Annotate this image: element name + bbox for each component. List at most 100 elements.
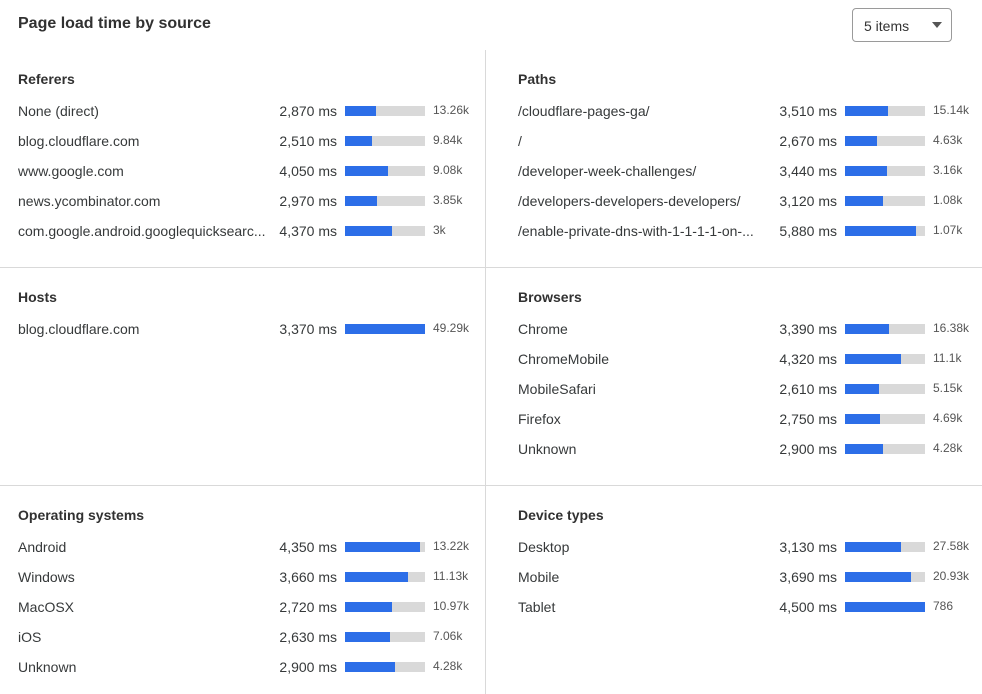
item-label: Firefox <box>518 411 561 427</box>
load-time-bar <box>845 324 925 334</box>
load-time-bar <box>845 542 925 552</box>
load-time-bar <box>845 354 925 364</box>
load-time-bar <box>845 196 925 206</box>
list-item[interactable]: www.google.com 4,050 ms 9.08k <box>18 163 485 193</box>
load-time-bar <box>345 602 425 612</box>
load-time-bar-fill <box>845 542 901 552</box>
load-time-bar <box>845 136 925 146</box>
item-label: MobileSafari <box>518 381 596 397</box>
request-count: 4.63k <box>933 133 963 147</box>
request-count: 10.97k <box>433 599 470 613</box>
load-time-bar-fill <box>845 354 901 364</box>
item-label: Unknown <box>18 659 77 675</box>
list-item[interactable]: None (direct) 2,870 ms 13.26k <box>18 103 485 133</box>
load-time-bar <box>345 542 425 552</box>
list-item[interactable]: iOS 2,630 ms 7.06k <box>18 629 485 659</box>
request-count: 13.22k <box>433 539 470 553</box>
load-time-bar-fill <box>345 136 373 146</box>
item-label: Desktop <box>518 539 570 555</box>
list-item[interactable]: blog.cloudflare.com 3,370 ms 49.29k <box>18 321 485 351</box>
list-item[interactable]: com.google.android.googlequicksearc... 4… <box>18 223 485 253</box>
list-item[interactable]: blog.cloudflare.com 2,510 ms 9.84k <box>18 133 485 163</box>
item-label: iOS <box>18 629 42 645</box>
load-time-bar-fill <box>345 226 393 236</box>
load-time: 3,370 ms <box>279 321 337 337</box>
request-count: 9.08k <box>433 163 463 177</box>
load-time-bar-fill <box>845 226 917 236</box>
load-time-bar <box>345 106 425 116</box>
list-item[interactable]: Tablet 4,500 ms 786 <box>518 599 982 629</box>
list-item[interactable]: /developer-week-challenges/ 3,440 ms 3.1… <box>518 163 982 193</box>
list-item[interactable]: /cloudflare-pages-ga/ 3,510 ms 15.14k <box>518 103 982 133</box>
load-time-bar-fill <box>345 196 377 206</box>
load-time: 3,390 ms <box>779 321 837 337</box>
item-label: blog.cloudflare.com <box>18 321 140 337</box>
request-count: 1.08k <box>933 193 963 207</box>
item-label: com.google.android.googlequicksearc... <box>18 223 266 239</box>
load-time: 3,660 ms <box>279 569 337 585</box>
request-count: 11.1k <box>933 351 962 365</box>
items-count-select[interactable]: 5 items <box>852 8 952 42</box>
chevron-down-icon <box>932 22 942 28</box>
load-time-bar <box>845 444 925 454</box>
section-title: Browsers <box>518 289 582 305</box>
load-time: 4,350 ms <box>279 539 337 555</box>
load-time-bar <box>345 662 425 672</box>
load-time-bar <box>345 136 425 146</box>
select-value: 5 items <box>864 18 910 34</box>
list-item[interactable]: Unknown 2,900 ms 4.28k <box>18 659 485 689</box>
list-item[interactable]: /developers-developers-developers/ 3,120… <box>518 193 982 223</box>
load-time-bar-fill <box>845 384 879 394</box>
list-item[interactable]: Firefox 2,750 ms 4.69k <box>518 411 982 441</box>
load-time: 4,050 ms <box>279 163 337 179</box>
list-item[interactable]: /enable-private-dns-with-1-1-1-1-on-... … <box>518 223 982 253</box>
load-time-bar-fill <box>345 572 409 582</box>
item-label: Chrome <box>518 321 568 337</box>
item-label: /developer-week-challenges/ <box>518 163 697 179</box>
load-time-bar <box>845 602 925 612</box>
load-time-bar <box>345 196 425 206</box>
section-hosts: Hosts blog.cloudflare.com 3,370 ms 49.29… <box>18 289 485 351</box>
load-time-bar <box>345 632 425 642</box>
row-divider <box>0 267 982 268</box>
item-label: ChromeMobile <box>518 351 610 367</box>
load-time-bar-fill <box>845 196 883 206</box>
list-item[interactable]: Chrome 3,390 ms 16.38k <box>518 321 982 351</box>
load-time-bar <box>845 226 925 236</box>
load-time-bar-fill <box>845 324 889 334</box>
load-time-bar-fill <box>845 166 888 176</box>
load-time-bar <box>345 166 425 176</box>
load-time-bar <box>845 414 925 424</box>
list-item[interactable]: Unknown 2,900 ms 4.28k <box>518 441 982 471</box>
request-count: 4.28k <box>433 659 463 673</box>
list-item[interactable]: Desktop 3,130 ms 27.58k <box>518 539 982 569</box>
list-item[interactable]: Mobile 3,690 ms 20.93k <box>518 569 982 599</box>
item-label: Android <box>18 539 67 555</box>
load-time: 2,970 ms <box>279 193 337 209</box>
list-item[interactable]: / 2,670 ms 4.63k <box>518 133 982 163</box>
load-time-bar-fill <box>845 602 925 612</box>
row-divider <box>0 485 982 486</box>
item-label: None (direct) <box>18 103 99 119</box>
request-count: 11.13k <box>433 569 469 583</box>
list-item[interactable]: Android 4,350 ms 13.22k <box>18 539 485 569</box>
list-item[interactable]: ChromeMobile 4,320 ms 11.1k <box>518 351 982 381</box>
load-time-bar <box>845 384 925 394</box>
load-time: 3,130 ms <box>779 539 837 555</box>
request-count: 3.16k <box>933 163 963 177</box>
load-time-bar-fill <box>845 136 877 146</box>
list-item[interactable]: Windows 3,660 ms 11.13k <box>18 569 485 599</box>
load-time: 3,510 ms <box>779 103 837 119</box>
load-time-bar-fill <box>845 444 883 454</box>
section-title: Hosts <box>18 289 57 305</box>
load-time: 2,670 ms <box>779 133 837 149</box>
list-item[interactable]: MacOSX 2,720 ms 10.97k <box>18 599 485 629</box>
list-item[interactable]: MobileSafari 2,610 ms 5.15k <box>518 381 982 411</box>
section-title: Referers <box>18 71 75 87</box>
load-time: 2,870 ms <box>279 103 337 119</box>
section-title: Device types <box>518 507 604 523</box>
list-item[interactable]: news.ycombinator.com 2,970 ms 3.85k <box>18 193 485 223</box>
load-time: 2,750 ms <box>779 411 837 427</box>
request-count: 4.28k <box>933 441 963 455</box>
load-time: 2,630 ms <box>279 629 337 645</box>
